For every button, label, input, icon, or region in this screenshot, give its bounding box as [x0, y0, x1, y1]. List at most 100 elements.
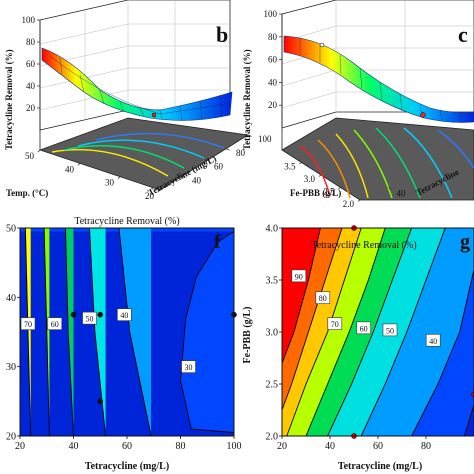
panel-g-letter: g [460, 231, 470, 253]
panel-c-y-tick-2 [318, 174, 322, 177]
panel-g-y-tick-label-0: 2.0 [266, 432, 279, 443]
panel-g-y-tick-label-4: 4.0 [266, 224, 279, 235]
panel-g-level-label-1: 80 [319, 294, 327, 303]
panel-b-x-tick-label-3: 100 [258, 134, 272, 144]
panel-f-x-tick-label-3: 80 [176, 441, 186, 452]
panel-c-y-tick-1 [338, 187, 341, 190]
panel-g-x-tick-label-0: 20 [277, 441, 287, 452]
panel-g-x-tick-label-1: 40 [325, 441, 335, 452]
panel-c-design-point [420, 112, 426, 118]
panel-c-z-label: Tetracycline Removal (%) [242, 49, 252, 150]
panel-f-x-ticks: 20 40 60 80 100 [15, 436, 242, 452]
panel-g-contour-lines [282, 228, 474, 436]
panel-g-y-tick-label-2: 3.0 [266, 328, 279, 339]
panel-b-y-tick-1 [117, 176, 121, 180]
panel-g-contour-line-3 [305, 228, 386, 436]
panel-g-contour-labels: 90 80 70 60 50 40 [291, 269, 441, 347]
panel-c-z-tick-label-0: 20 [268, 100, 278, 110]
panel-c-y-ticks: 2.0 2.5 3.0 3.5 [284, 162, 361, 209]
panel-f-band-5 [20, 228, 234, 433]
panel-f-y-tick-label-2: 40 [6, 293, 16, 304]
panel-g-level-box-5 [425, 334, 441, 347]
panel-c-y-tick-0 [357, 199, 361, 202]
panel-c-design-point-top [319, 42, 325, 48]
panel-f-contour-labels: 70 60 50 40 30 [20, 308, 196, 373]
panel-c-x-tick-0 [388, 187, 392, 190]
panel-b-z-tick-label-1: 40 [26, 81, 36, 91]
panel-f-level-label-2: 50 [86, 315, 94, 324]
panel-b-letter: b [216, 22, 228, 47]
panel-g-level-label-4: 50 [386, 326, 394, 335]
panel-g-level-box-3 [356, 321, 371, 335]
panel-c-y-tick-label-2: 3.0 [304, 174, 316, 184]
panel-b: 20 40 60 80 100 Tetracycline Removal (%) 40 6… [4, 0, 272, 201]
panel-f-contour-line-1 [43, 228, 50, 436]
panel-c-back-wall [281, 0, 474, 129]
panel-f-level-label-0: 70 [24, 320, 32, 329]
panel-f-level-box-1 [47, 317, 63, 330]
panel-b-floor-contours [51, 132, 225, 177]
panel-b-y-tick-0 [157, 189, 161, 193]
panel-g: 90 80 70 60 50 40 20 40 60 80 2.0 2.5 3.0 3.5 4.0 Te… [242, 224, 474, 472]
panel-g-contour-line-0 [282, 228, 321, 364]
panel-c-floor [281, 117, 474, 201]
panel-f-band-4 [20, 228, 152, 436]
panel-f-level-box-3 [117, 308, 132, 321]
panel-f-x-label: Tetracycline (mg/L) [85, 461, 169, 472]
panel-f-y-tick-label-1: 30 [6, 362, 16, 373]
panel-f-level-label-3: 40 [120, 311, 128, 320]
panel-g-x-tick-label-3: 80 [421, 441, 431, 452]
panel-g-y-ticks: 2.0 2.5 3.0 3.5 4.0 [266, 224, 282, 443]
panel-g-contour-line-4 [327, 228, 413, 436]
panel-f: 70 60 50 40 30 20 40 60 80 100 20 30 40 50 Tetracyc… [6, 216, 242, 472]
panel-g-x-ticks: 20 40 60 80 [277, 436, 431, 452]
panel-g-x-label: Tetracycline (mg/L) [338, 461, 422, 472]
panel-f-contour-line-0 [24, 228, 32, 436]
panel-f-design-points [70, 311, 237, 405]
panel-b-surface-mesh [49, 55, 232, 121]
panel-b-x-ticks: 40 60 80 100 [181, 134, 272, 185]
panel-b-x-tick-label-1: 60 [214, 162, 224, 172]
panel-c-y-tick-label-1: 2.5 [323, 187, 335, 197]
panel-c-z-ticks: 20 40 60 80 100 [264, 9, 282, 110]
panel-b-y-tick-label-1: 30 [105, 178, 115, 188]
panel-g-x-tick-label-2: 60 [373, 441, 383, 452]
panel-g-band-0 [282, 228, 321, 364]
panel-c-z-tick-label-1: 40 [268, 77, 278, 87]
panel-b-y-ticks: 20 30 40 50 [25, 149, 161, 201]
panel-g-y-label: Fe-PBB (g/L) [242, 307, 253, 364]
panel-g-level-label-0: 90 [295, 272, 303, 281]
panel-g-contour-line-2 [286, 228, 362, 436]
panel-b-floor [38, 117, 250, 191]
panel-c-z-tick-label-2: 60 [268, 55, 278, 65]
panel-b-x-tick-0 [181, 175, 186, 178]
panel-f-y-tick-label-3: 50 [6, 224, 16, 235]
panel-f-title: Tetracycline Removal (%) [74, 216, 179, 227]
panel-c-z-tick-label-3: 80 [268, 32, 278, 42]
panel-f-level-label-1: 60 [51, 320, 59, 329]
panel-f-band-0 [20, 228, 31, 436]
panel-b-z-tick-label-2: 60 [26, 59, 36, 69]
panel-b-y-label: Temp. (°C) [6, 188, 48, 198]
panel-f-x-tick-label-2: 60 [122, 441, 132, 452]
panel-c-y-label: Fe-PBB (g/L) [290, 188, 341, 198]
panel-b-y-tick-label-0: 20 [145, 191, 155, 201]
panel-f-y-tick-label-0: 20 [6, 432, 16, 443]
panel-g-contour-line-6 [411, 269, 474, 436]
panel-b-design-point [151, 112, 157, 118]
panel-c-x-ticks: 40 [388, 187, 406, 199]
panel-f-contour-line-4 [118, 228, 152, 436]
panel-b-x-tick-label-0: 40 [192, 175, 202, 185]
panel-f-band-1 [20, 228, 50, 436]
panel-b-x-tick-label-2: 80 [236, 148, 246, 158]
panel-c-z-tick-label-4: 100 [264, 9, 278, 19]
panel-b-z-tick-label-4: 100 [22, 15, 36, 25]
panel-c-y-tick-label-0: 2.0 [343, 199, 355, 209]
panel-c-y-tick-3 [299, 162, 302, 165]
panel-f-point-0 [70, 311, 77, 318]
panel-f-contour-fills [20, 228, 234, 436]
panel-c-surface [283, 35, 474, 123]
panel-c: 20 40 60 80 100 Tetracycline Removal (%) 2.0… [242, 0, 474, 209]
panel-f-level-box-2 [82, 311, 97, 325]
panel-b-z-ticks: 20 40 60 80 100 [22, 15, 40, 113]
